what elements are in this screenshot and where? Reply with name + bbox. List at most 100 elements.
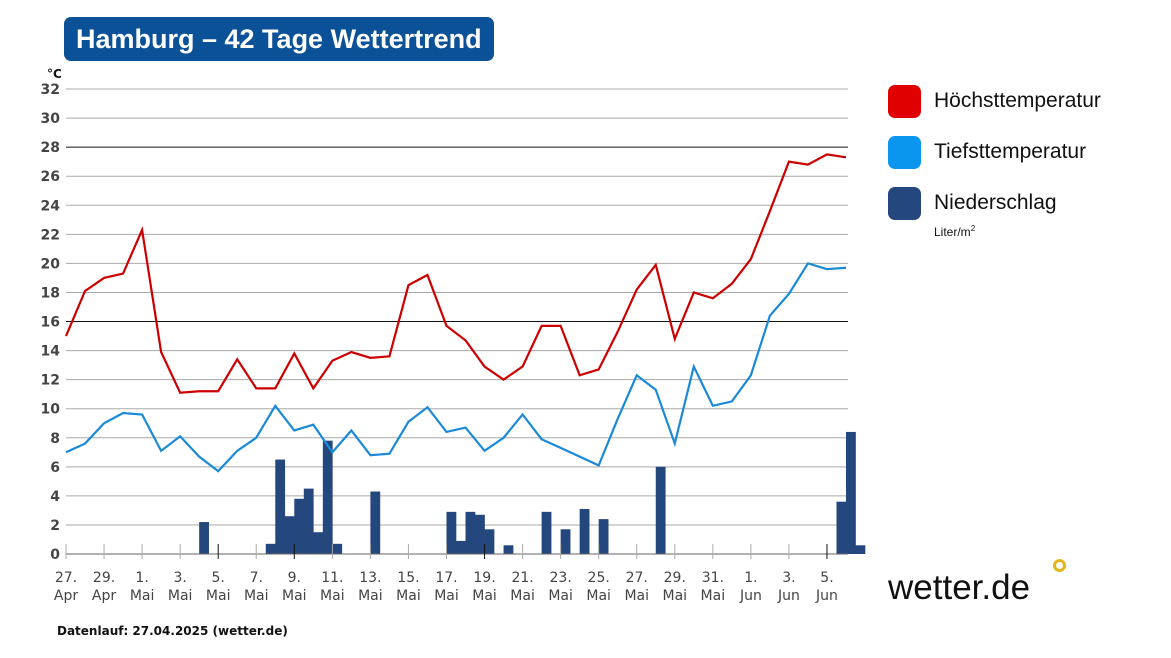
precipitation-bar [322, 440, 333, 554]
precipitation-bar [836, 501, 847, 554]
legend-swatch-max [888, 84, 921, 118]
precipitation-bar [303, 488, 314, 554]
x-tick-label: Mai [168, 588, 193, 604]
x-tick-label: Mai [244, 588, 269, 604]
x-tick-label: 5. [820, 570, 833, 586]
x-tick-label: 17. [435, 570, 457, 586]
precipitation-bar [560, 529, 571, 554]
x-tick-label: 5. [212, 570, 225, 586]
x-tick-label: 23. [550, 570, 572, 586]
precipitation-bar [456, 540, 466, 554]
wetter-de-logo: wetter.de [888, 568, 1031, 607]
precipitation-bar [313, 532, 324, 554]
x-tick-label: Mai [510, 588, 535, 604]
legend: Höchsttemperatur Tiefsttemperatur Nieder… [888, 84, 1101, 239]
x-tick-label: Mai [586, 588, 611, 604]
min-temperature-line [65, 262, 847, 473]
legend-item-min: Tiefsttemperatur [888, 135, 1101, 169]
legend-swatch-min [888, 135, 921, 169]
x-tick-label: 1. [135, 570, 148, 586]
precipitation-bar [465, 511, 476, 554]
x-tick-label: Apr [54, 588, 78, 604]
precipitation-bar [475, 514, 485, 554]
y-tick-label: 26 [41, 169, 60, 185]
precipitation-bar [199, 522, 209, 554]
precipitation-bar [598, 519, 609, 554]
legend-swatch-precip [888, 186, 921, 220]
x-tick-label: Jun [777, 588, 800, 604]
y-tick-label: 16 [41, 315, 60, 331]
precipitation-bar [484, 529, 495, 554]
precipitation-bar [855, 545, 866, 554]
x-tick-label: Apr [92, 588, 116, 604]
data-run-note: Datenlauf: 27.04.2025 (wetter.de) [57, 624, 288, 638]
x-tick-label: 29. [93, 570, 115, 586]
precipitation-bar [541, 511, 552, 554]
precip-unit-text: Liter/m [934, 225, 971, 239]
y-axis-unit: °C [47, 67, 62, 81]
x-tick-label: 13. [359, 570, 381, 586]
x-tick-label: Mai [624, 588, 649, 604]
x-tick-label: 7. [250, 570, 263, 586]
x-tick-label: Mai [130, 588, 155, 604]
x-tick-label: Jun [815, 588, 838, 604]
x-tick-label: 31. [702, 570, 724, 586]
y-tick-label: 18 [41, 285, 60, 301]
x-tick-label: Mai [662, 588, 687, 604]
x-tick-label: 9. [288, 570, 301, 586]
y-tick-label: 32 [41, 82, 60, 98]
legend-label-max: Höchsttemperatur [934, 89, 1101, 112]
x-tick-label: Mai [282, 588, 307, 604]
x-tick-label: 27. [626, 570, 648, 586]
y-tick-label: 14 [41, 344, 61, 360]
x-tick-label: Mai [396, 588, 421, 604]
precipitation-bar [655, 466, 666, 554]
x-tick-label: 11. [321, 570, 343, 586]
legend-item-max: Höchsttemperatur [888, 84, 1101, 118]
precipitation-bar [294, 498, 305, 554]
x-tick-label: Mai [320, 588, 345, 604]
legend-item-precip: Niederschlag Liter/m2 [888, 186, 1101, 239]
y-tick-label: 24 [41, 198, 61, 214]
x-tick-label: 19. [473, 570, 495, 586]
x-tick-label: Mai [358, 588, 383, 604]
y-tick-label: 12 [41, 373, 60, 389]
x-tick-label: 15. [397, 570, 419, 586]
y-tick-label: 6 [50, 460, 60, 476]
x-tick-label: 27. [55, 570, 77, 586]
x-tick-label: 1. [744, 570, 757, 586]
precipitation-bar [503, 545, 514, 554]
precipitation-bar [446, 511, 457, 554]
legend-precip-unit: Liter/m2 [934, 224, 975, 239]
legend-label-precip: Niederschlag [934, 191, 1057, 214]
precipitation-bar [332, 543, 343, 554]
logo-ring-icon [1053, 559, 1066, 572]
y-tick-label: 20 [41, 256, 61, 272]
y-tick-label: 10 [41, 402, 61, 418]
x-tick-label: 3. [782, 570, 795, 586]
precipitation-bar [579, 508, 590, 554]
x-tick-label: Mai [434, 588, 459, 604]
x-tick-label: Jun [739, 588, 762, 604]
legend-label-min: Tiefsttemperatur [934, 140, 1087, 163]
x-tick-label: Mai [472, 588, 497, 604]
chart-title: Hamburg – 42 Tage Wettertrend [64, 17, 494, 61]
precipitation-bar [275, 459, 286, 554]
y-tick-label: 4 [50, 489, 60, 505]
x-tick-label: Mai [206, 588, 231, 604]
y-tick-label: 2 [50, 518, 60, 534]
precipitation-bar [846, 431, 856, 554]
x-tick-label: 29. [664, 570, 686, 586]
precipitation-bar [284, 516, 295, 554]
y-tick-label: 30 [41, 111, 61, 127]
y-tick-label: 28 [41, 140, 60, 156]
precip-unit-sup: 2 [970, 224, 976, 233]
x-tick-label: 25. [588, 570, 610, 586]
x-tick-label: 3. [173, 570, 186, 586]
precipitation-bar [265, 543, 276, 554]
y-tick-label: 0 [50, 547, 60, 563]
x-tick-label: Mai [548, 588, 573, 604]
x-tick-label: 21. [511, 570, 533, 586]
y-tick-label: 8 [50, 431, 60, 447]
